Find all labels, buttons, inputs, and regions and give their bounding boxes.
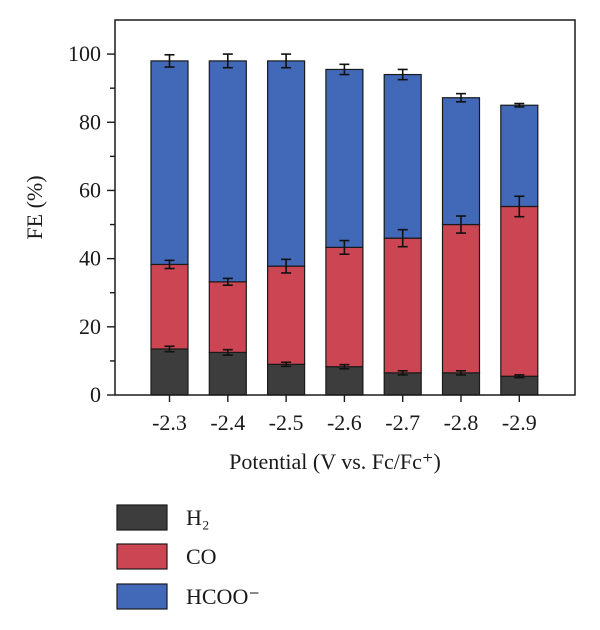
legend-swatch — [116, 504, 168, 531]
bar-segment — [150, 348, 189, 396]
x-tick-label: -2.6 — [327, 410, 362, 435]
legend-label: CO — [186, 544, 217, 569]
bar-segment — [150, 263, 189, 350]
legend: H₂ CO HCOO⁻ — [116, 504, 260, 610]
x-tick-label: -2.7 — [385, 410, 420, 435]
bars-layer — [150, 60, 539, 396]
bar-segment — [441, 372, 481, 396]
bar-segment — [441, 223, 481, 374]
y-tick-label: 100 — [68, 41, 101, 66]
y-tick-label: 60 — [79, 177, 101, 202]
bar-segment — [325, 366, 364, 396]
legend-swatch — [116, 543, 168, 570]
bar-segment — [325, 68, 364, 248]
y-axis: 0 20 40 60 80 100 — [68, 41, 115, 407]
bar-segment — [208, 281, 247, 353]
bar-segment — [383, 73, 422, 239]
y-tick-label: 0 — [90, 382, 101, 407]
bar-segment — [208, 351, 247, 396]
bar-segment — [208, 60, 247, 283]
x-tick-label: -2.8 — [444, 410, 479, 435]
bar-segment — [267, 363, 306, 396]
bar-segment — [325, 246, 364, 368]
bar-segment — [150, 60, 189, 266]
y-axis-label: FE (%) — [22, 175, 47, 239]
bar-segment — [500, 205, 539, 377]
x-axis-label: Potential (V vs. Fc/Fc⁺) — [229, 449, 441, 474]
legend-label: HCOO⁻ — [186, 584, 260, 609]
error-bars-layer — [164, 53, 525, 379]
x-axis: -2.3 -2.4 -2.5 -2.6 -2.7 -2.8 -2.9 — [152, 395, 537, 435]
x-tick-label: -2.3 — [152, 410, 187, 435]
bar-segment — [267, 60, 306, 267]
x-tick-label: -2.4 — [210, 410, 245, 435]
y-tick-label: 20 — [79, 314, 101, 339]
bar-segment — [441, 97, 481, 226]
x-tick-label: -2.9 — [502, 410, 537, 435]
legend-label: H₂ — [186, 505, 210, 530]
bar-segment — [383, 372, 422, 396]
bar-segment — [500, 375, 539, 396]
y-tick-label: 40 — [79, 246, 101, 271]
y-tick-label: 80 — [79, 109, 101, 134]
bar-segment — [267, 265, 306, 365]
legend-swatch — [116, 583, 168, 610]
bar-segment — [383, 237, 422, 374]
x-tick-label: -2.5 — [269, 410, 304, 435]
bar-segment — [500, 104, 539, 208]
